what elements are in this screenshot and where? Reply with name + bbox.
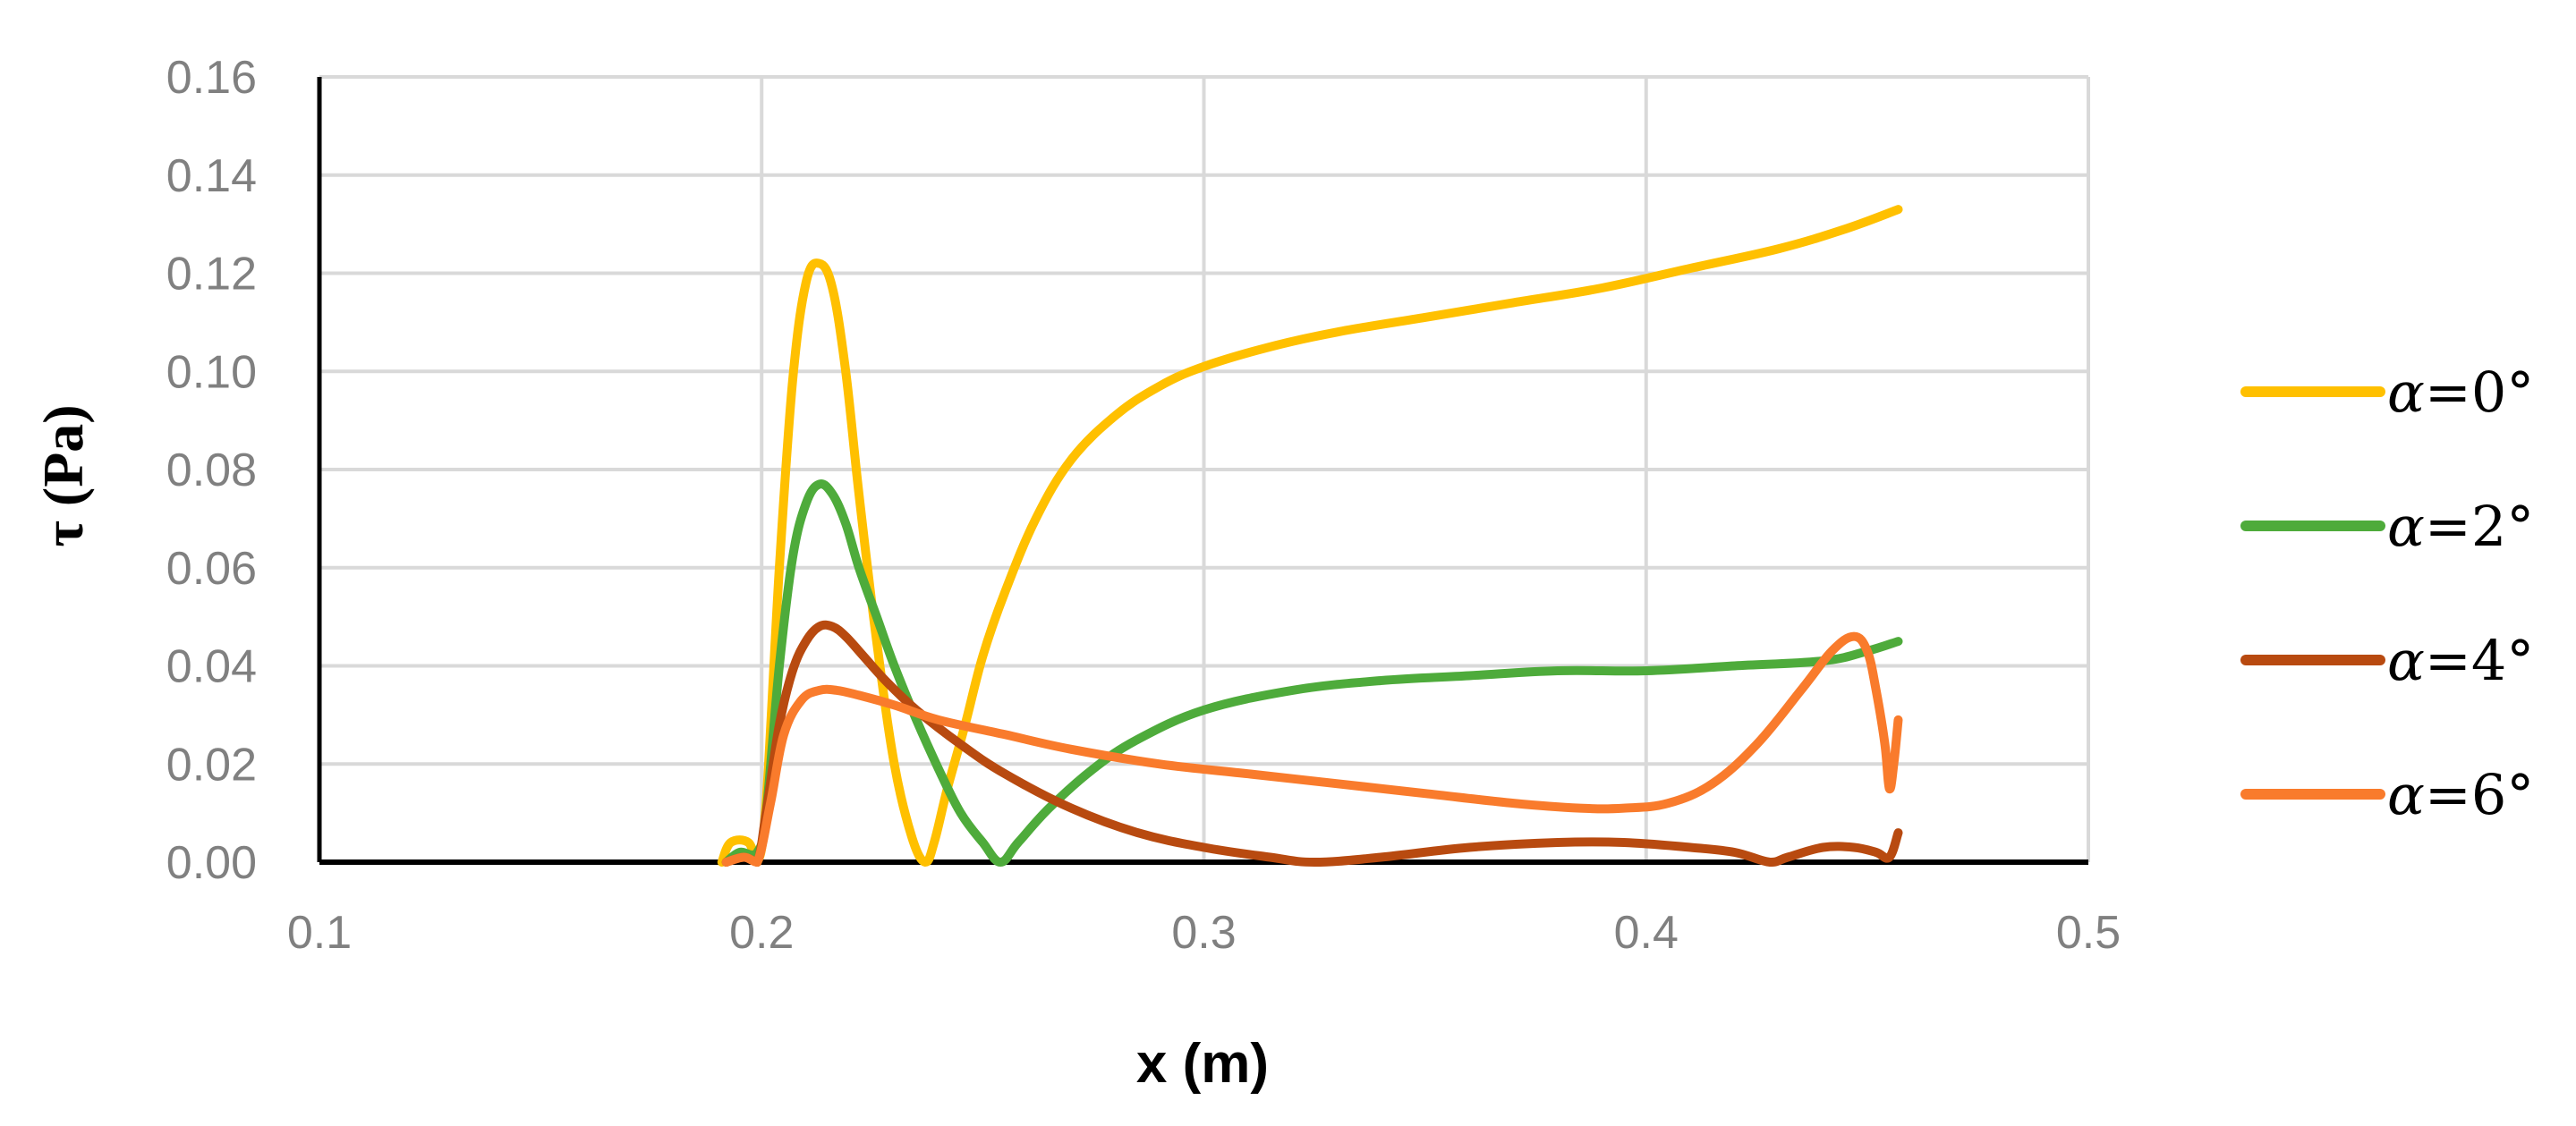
x-tick-label: 0.4 <box>1614 907 1679 959</box>
legend-item-alpha-0: α=0° <box>2240 360 2534 425</box>
series-line-alpha-2 <box>721 479 1903 867</box>
x-tick-labels: 0.1 0.2 0.3 0.4 0.5 <box>287 907 2121 959</box>
grid-lines <box>319 75 2090 862</box>
legend-value: =2° <box>2425 494 2534 559</box>
legend-item-alpha-6: α=6° <box>2240 762 2534 827</box>
legend-alpha-symbol: α <box>2387 628 2425 693</box>
x-axis-title: x (m) <box>1136 1033 1269 1095</box>
series-lines <box>717 205 1903 867</box>
series-line-alpha-4 <box>721 620 1903 867</box>
legend-value: =0° <box>2425 360 2534 425</box>
y-tick-label: 0.00 <box>166 837 257 889</box>
legend-label: α=0° <box>2387 360 2534 425</box>
legend-value: =6° <box>2425 762 2534 827</box>
x-tick-label: 0.2 <box>729 907 794 959</box>
y-tick-labels: 0.00 0.02 0.04 0.06 0.08 0.10 0.12 0.14 0.16 <box>166 52 257 889</box>
y-tick-label: 0.12 <box>166 249 257 301</box>
axes <box>317 77 2088 865</box>
legend: α=0°α=2°α=4°α=6° <box>2240 360 2534 827</box>
legend-label: α=6° <box>2387 762 2534 827</box>
y-tick-label: 0.08 <box>166 444 257 496</box>
y-tick-label: 0.02 <box>166 739 257 791</box>
y-tick-label: 0.04 <box>166 641 257 693</box>
legend-label: α=2° <box>2387 494 2534 559</box>
x-tick-label: 0.5 <box>2056 907 2121 959</box>
y-tick-label: 0.16 <box>166 52 257 104</box>
series-line-alpha-6 <box>721 631 1903 867</box>
y-tick-label: 0.10 <box>166 346 257 398</box>
legend-alpha-symbol: α <box>2387 494 2425 559</box>
series-line-alpha-0 <box>717 205 1903 867</box>
y-tick-label: 0.14 <box>166 150 257 202</box>
legend-alpha-symbol: α <box>2387 360 2425 425</box>
legend-value: =4° <box>2425 628 2534 693</box>
legend-item-alpha-4: α=4° <box>2240 628 2534 693</box>
y-axis-title: τ (Pa) <box>31 404 95 546</box>
legend-label: α=4° <box>2387 628 2534 693</box>
x-tick-label: 0.1 <box>287 907 352 959</box>
x-tick-label: 0.3 <box>1171 907 1236 959</box>
legend-alpha-symbol: α <box>2387 762 2425 827</box>
y-tick-label: 0.06 <box>166 543 257 595</box>
legend-item-alpha-2: α=2° <box>2240 494 2534 559</box>
